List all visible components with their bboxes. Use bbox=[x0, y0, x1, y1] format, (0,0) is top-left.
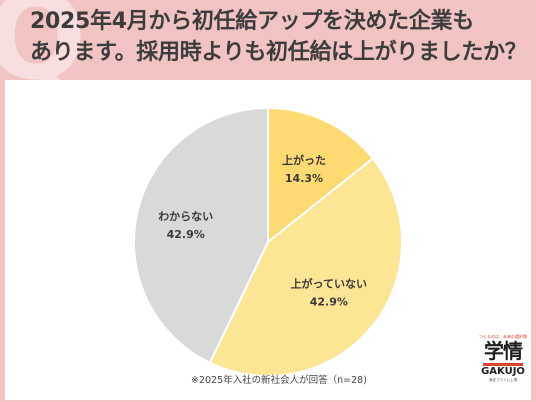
logo-name: GAKUJO bbox=[481, 366, 525, 377]
logo-tagline: つくるのは、未来の選択肢 bbox=[479, 334, 527, 339]
gakujo-logo: つくるのは、未来の選択肢 学情 GAKUJO 東証プライム上場 bbox=[478, 334, 528, 383]
chart-footnote: ※2025年入社の新社会人が回答（n=28) bbox=[191, 375, 367, 386]
logo-bar bbox=[483, 363, 523, 366]
slice-up bbox=[267, 106, 375, 245]
page-title: 2025年4月から初任給アップを決めた企業も あります。採用時よりも初任給は上が… bbox=[30, 6, 530, 68]
slice-up-value: 14.3% bbox=[285, 172, 323, 185]
chart-panel: 上がった 14.3% 上がっていない 42.9% わからない 42.9% ※2025年入社… bbox=[5, 80, 531, 400]
page-title-line-2: あります。採用時よりも初任給は上がりましたか？ bbox=[30, 40, 527, 65]
slice-unknown-label: わからない bbox=[158, 210, 213, 223]
slice-up-label: 上がった bbox=[282, 153, 326, 167]
slice-not-up-value: 42.9% bbox=[310, 296, 348, 309]
logo-mark: 学情 bbox=[484, 339, 523, 363]
page-title-line-1: 2025年4月から初任給アップを決めた企業も bbox=[30, 9, 474, 34]
logo-subtext: 東証プライム上場 bbox=[489, 378, 517, 382]
pie-chart: 上がった 14.3% 上がっていない 42.9% わからない 42.9% bbox=[133, 106, 403, 377]
slice-unknown bbox=[133, 106, 269, 365]
slice-unknown-value: 42.9% bbox=[167, 228, 205, 241]
slice-not-up-label: 上がっていない bbox=[291, 277, 367, 291]
slice-not-up bbox=[208, 157, 403, 377]
